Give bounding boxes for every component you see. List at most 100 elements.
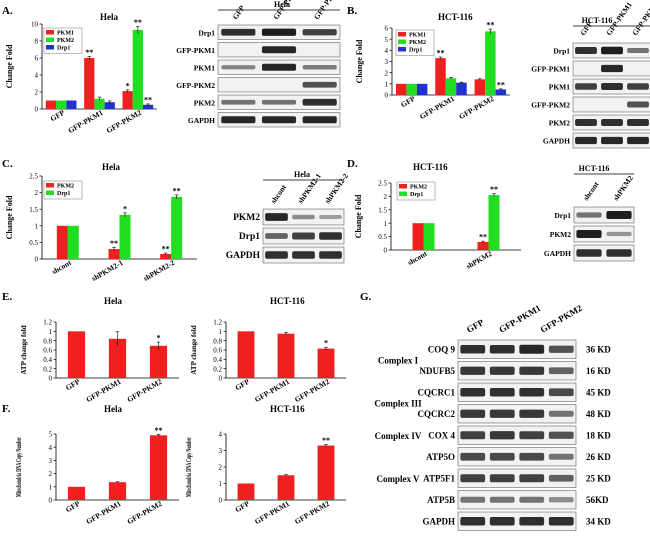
legend-label: Drp1 [409, 47, 422, 53]
significance-mark: * [157, 334, 161, 343]
band [489, 516, 515, 526]
lane-label: GFP [231, 3, 247, 21]
protein-label: Drp1 [239, 232, 260, 242]
y-tick-label: 0.2 [213, 365, 222, 373]
bar-pkm2-0 [56, 100, 67, 109]
bar-drp1-2 [495, 89, 507, 95]
band [460, 366, 486, 375]
legend-swatch-drp1 [399, 191, 407, 196]
band [460, 387, 486, 397]
blot-row-gfp-pkm1 [217, 42, 341, 58]
blot-row-drp1 [573, 206, 635, 224]
y-tick-label: 1.5 [29, 206, 38, 214]
protein-label: PKM2 [550, 230, 571, 239]
blot-cell-line: HCT-116 [579, 164, 610, 173]
bar-pkm1-2 [474, 79, 486, 95]
lane-label: GFP-PKM1 [497, 303, 543, 335]
bar-drp1-2 [142, 104, 154, 109]
bar-mtdna-1 [108, 482, 127, 500]
bar-pkm2-1 [108, 249, 120, 259]
band [265, 213, 288, 221]
band [319, 215, 342, 219]
category-label: GFP-PKM1 [66, 108, 104, 135]
band [489, 474, 515, 483]
blot-row-atp5o [457, 447, 577, 467]
legend-swatch-drp1 [46, 45, 54, 50]
y-axis-label: Change Fold [5, 44, 14, 88]
band [548, 431, 574, 439]
band [489, 452, 515, 461]
bar-pkm2-0 [406, 83, 417, 95]
legend-label: Drp1 [57, 191, 70, 197]
category-label: GFP-PKM2 [293, 499, 331, 526]
y-tick-label: 0.8 [43, 337, 52, 345]
band [302, 98, 337, 106]
band [261, 116, 297, 124]
band [261, 99, 297, 105]
kd-label: 48 KD [586, 409, 611, 419]
kd-label: 34 KD [586, 516, 611, 526]
significance-mark: ** [144, 95, 152, 104]
bar-drp1-1 [104, 102, 115, 109]
band [489, 344, 515, 354]
category-label: GFP [64, 377, 82, 393]
band [265, 251, 288, 259]
protein-label: ATP5B [427, 495, 455, 505]
band [302, 29, 337, 36]
blot-strip [457, 490, 577, 510]
blot-strip [457, 511, 577, 531]
bar-drp1-1 [488, 195, 500, 250]
chart-title: Hela [100, 12, 118, 22]
blot-row-gapdh [262, 246, 345, 264]
significance-mark: ** [110, 239, 118, 248]
category-label: GFP [234, 377, 252, 393]
y-axis-label: Mitochondria DNA Copy Number [185, 437, 193, 497]
blot-row-pkm2 [262, 208, 345, 226]
blot-row-gapdh [457, 511, 577, 531]
band [606, 231, 632, 237]
band [302, 116, 337, 124]
blot-row-cqcrc1 [457, 382, 577, 402]
y-tick-label: 0.6 [43, 347, 52, 355]
band [548, 453, 574, 460]
y-tick-label: 0.5 [29, 239, 38, 247]
band [221, 99, 256, 105]
band [519, 516, 545, 526]
legend-label: PKM2 [57, 38, 74, 44]
blot-row-cqcrc2 [457, 404, 577, 424]
chart-title: HCT-116 [270, 296, 305, 306]
y-tick-label: 1.5 [378, 206, 387, 214]
bar-atp-0 [67, 331, 86, 378]
legend: PKM2 Drp1 [43, 180, 83, 200]
legend-label: PKM2 [57, 183, 74, 189]
band [319, 251, 342, 259]
protein-label: COQ 9 [428, 344, 456, 354]
y-tick-label: 1 [49, 483, 53, 491]
band [460, 516, 486, 526]
y-axis-label: ATP change fold [20, 325, 28, 374]
panel-label-f: F. [2, 403, 11, 415]
band [460, 409, 486, 418]
category-label: GFP-PKM2 [125, 499, 163, 526]
y-tick-label: 2 [384, 193, 388, 201]
band [460, 344, 486, 354]
bar-mtdna-2 [317, 445, 335, 500]
protein-label: PKM2 [233, 213, 260, 223]
bar-drp1-0 [416, 83, 428, 95]
bar-drp1-1 [119, 214, 131, 259]
y-tick-label: 1 [35, 222, 39, 230]
blot-cell-line: Hela [294, 170, 310, 179]
kd-label: 25 KD [586, 473, 611, 483]
protein-label: CQCRC1 [418, 387, 456, 397]
band [575, 47, 597, 54]
band [460, 496, 486, 503]
blot-strip [457, 447, 577, 467]
kd-label: 18 KD [586, 430, 611, 440]
y-tick-label: 4 [35, 72, 39, 80]
y-tick-label: 2 [35, 189, 39, 197]
complex-label: Complex I [378, 356, 419, 366]
bar-pkm1-0 [45, 100, 57, 109]
y-axis-label: Change Fold [354, 194, 363, 238]
